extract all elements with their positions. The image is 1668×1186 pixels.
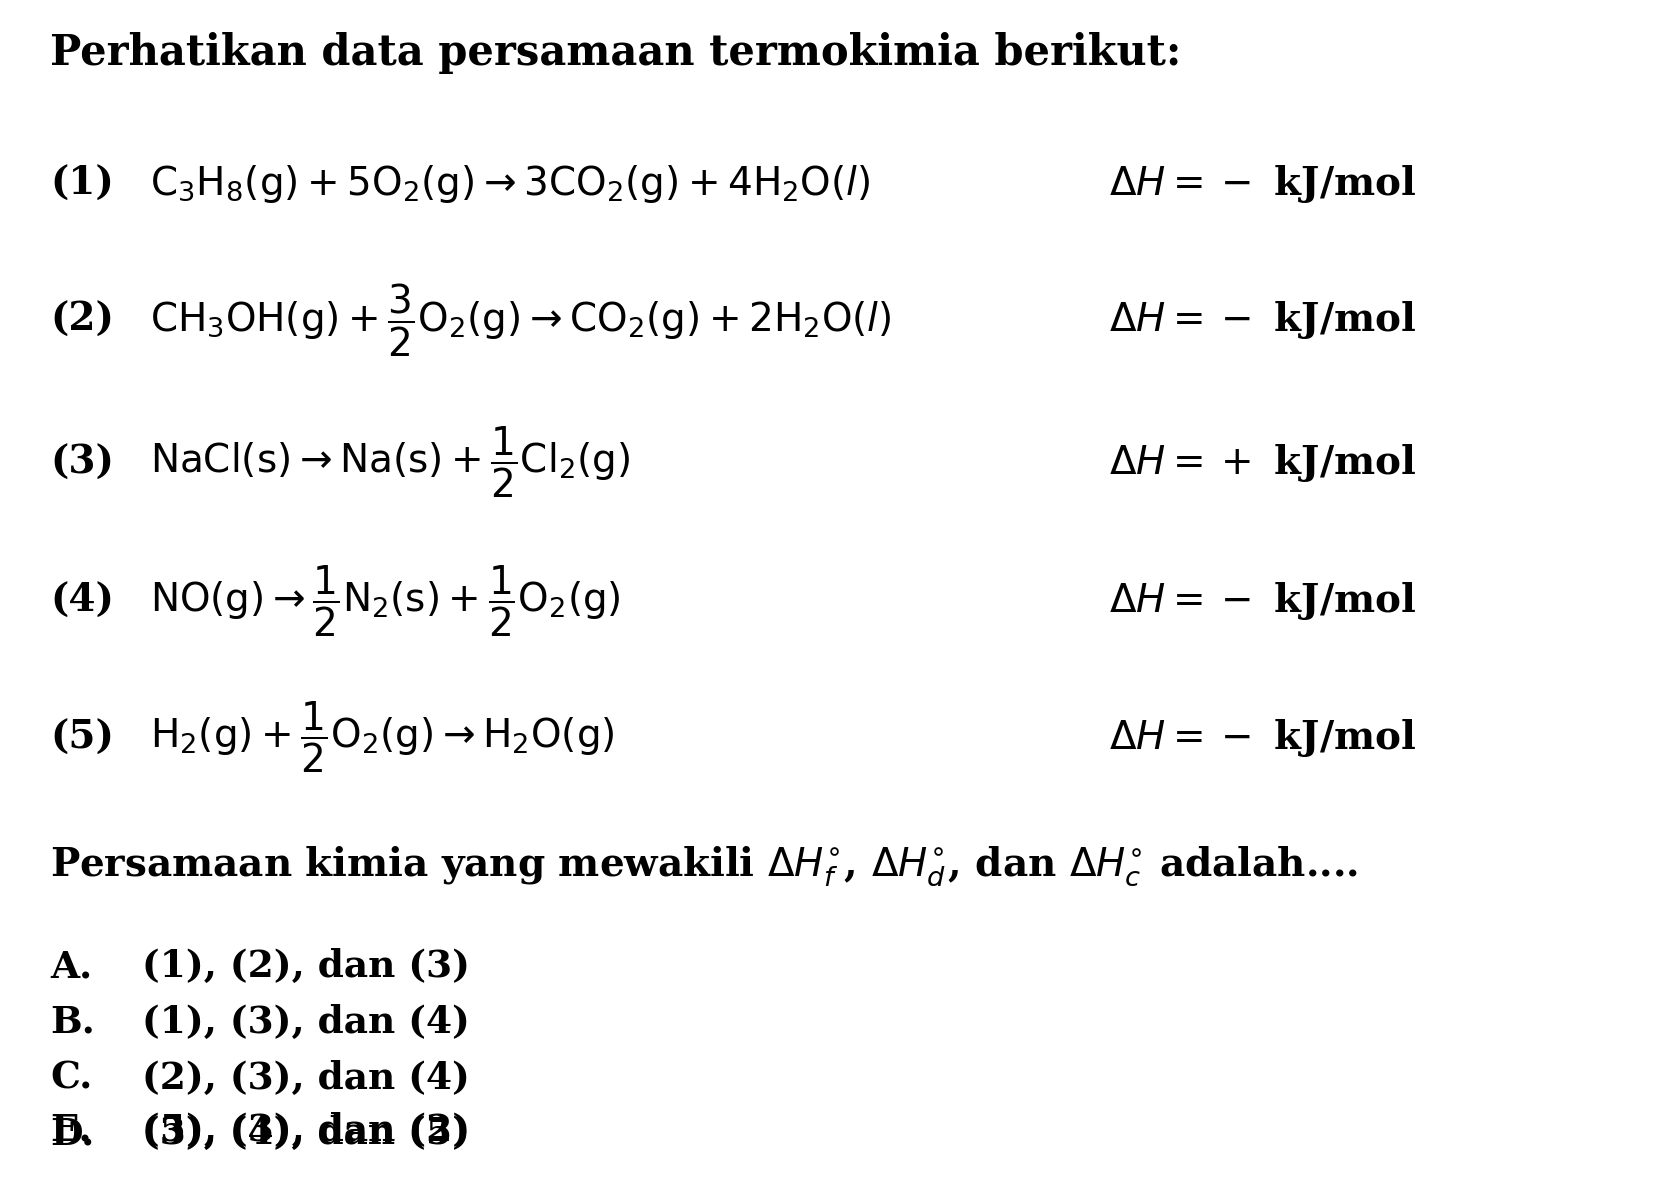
Text: (1), (2), dan (3): (1), (2), dan (3) [142,948,470,986]
Text: $\Delta \mathit{H} = -$ kJ/mol: $\Delta \mathit{H} = -$ kJ/mol [1109,716,1416,759]
Text: (1): (1) [50,165,113,203]
Text: (5), (3), dan (2): (5), (3), dan (2) [142,1111,470,1149]
Text: C.: C. [50,1059,92,1097]
Text: $\mathrm{NaCl(s) \rightarrow Na(s) + \dfrac{1}{2}Cl_2(g)}$: $\mathrm{NaCl(s) \rightarrow Na(s) + \df… [150,425,631,500]
Text: (3): (3) [50,444,113,482]
Text: $\mathrm{NO(g) \rightarrow \dfrac{1}{2}N_2(s) + \dfrac{1}{2}O_2(g)}$: $\mathrm{NO(g) \rightarrow \dfrac{1}{2}N… [150,563,620,639]
Text: E.: E. [50,1111,92,1149]
Text: (5): (5) [50,719,113,757]
Text: $\mathrm{C_3H_8(g) + 5O_2(g) \rightarrow 3CO_2(g) + 4H_2O(}\mathit{l}\mathrm{)}$: $\mathrm{C_3H_8(g) + 5O_2(g) \rightarrow… [150,162,871,205]
Text: $\Delta \mathit{H} = +$ kJ/mol: $\Delta \mathit{H} = +$ kJ/mol [1109,441,1416,484]
Text: $\mathrm{H_2(g) + \dfrac{1}{2}O_2(g) \rightarrow H_2O(g)}$: $\mathrm{H_2(g) + \dfrac{1}{2}O_2(g) \ri… [150,700,615,776]
Text: (2): (2) [50,301,113,339]
Text: (1), (3), dan (4): (1), (3), dan (4) [142,1003,470,1041]
Text: B.: B. [50,1003,95,1041]
Text: Persamaan kimia yang mewakili $\Delta H_f^{\circ}$, $\Delta H_d^{\circ}$, dan $\: Persamaan kimia yang mewakili $\Delta H_… [50,844,1358,887]
Text: $\Delta \mathit{H} = -$ kJ/mol: $\Delta \mathit{H} = -$ kJ/mol [1109,580,1416,623]
Text: $\Delta \mathit{H} = -$ kJ/mol: $\Delta \mathit{H} = -$ kJ/mol [1109,299,1416,342]
Text: Perhatikan data persamaan termokimia berikut:: Perhatikan data persamaan termokimia ber… [50,32,1181,75]
Text: A.: A. [50,948,92,986]
Text: (2), (3), dan (4): (2), (3), dan (4) [142,1059,470,1097]
Text: (3), (4), dan (5): (3), (4), dan (5) [142,1115,470,1153]
Text: $\mathrm{CH_3OH(g) + \dfrac{3}{2}O_2(g) \rightarrow CO_2(g) + 2H_2O(}\mathit{l}\: $\mathrm{CH_3OH(g) + \dfrac{3}{2}O_2(g) … [150,281,892,359]
Text: (4): (4) [50,582,113,620]
Text: D.: D. [50,1115,95,1153]
Text: $\Delta \mathit{H} = -$ kJ/mol: $\Delta \mathit{H} = -$ kJ/mol [1109,162,1416,205]
